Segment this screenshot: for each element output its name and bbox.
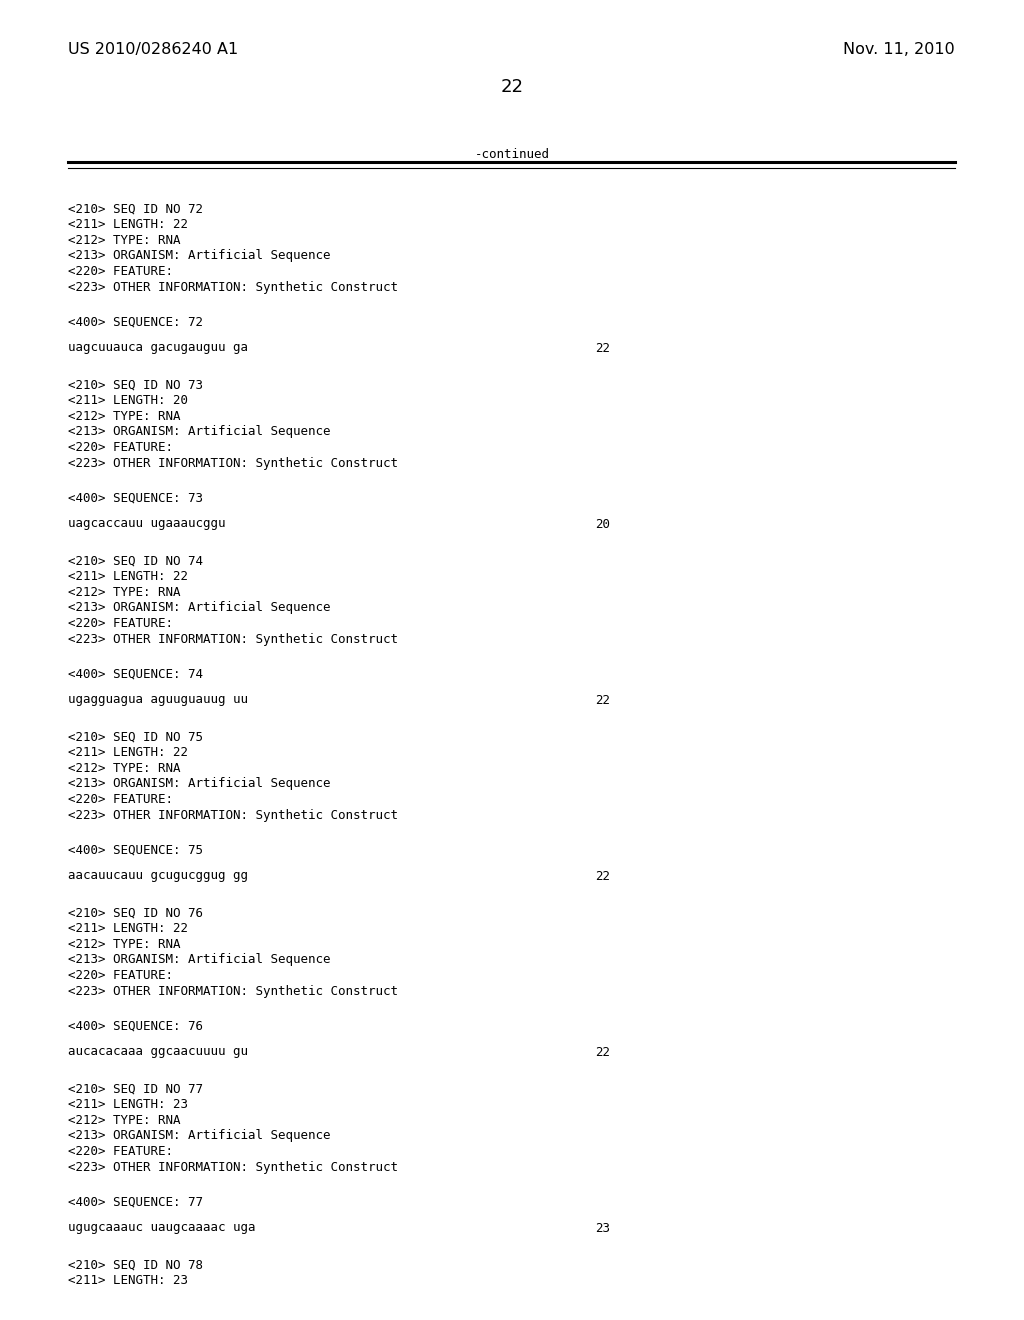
Text: <212> TYPE: RNA: <212> TYPE: RNA	[68, 1114, 180, 1127]
Text: <211> LENGTH: 20: <211> LENGTH: 20	[68, 395, 188, 408]
Text: uagcuuauca gacugauguu ga: uagcuuauca gacugauguu ga	[68, 342, 248, 355]
Text: <220> FEATURE:: <220> FEATURE:	[68, 969, 173, 982]
Text: <211> LENGTH: 22: <211> LENGTH: 22	[68, 923, 188, 936]
Text: <213> ORGANISM: Artificial Sequence: <213> ORGANISM: Artificial Sequence	[68, 602, 331, 615]
Text: <210> SEQ ID NO 77: <210> SEQ ID NO 77	[68, 1082, 203, 1096]
Text: <400> SEQUENCE: 72: <400> SEQUENCE: 72	[68, 315, 203, 329]
Text: <400> SEQUENCE: 74: <400> SEQUENCE: 74	[68, 668, 203, 681]
Text: <213> ORGANISM: Artificial Sequence: <213> ORGANISM: Artificial Sequence	[68, 425, 331, 438]
Text: -continued: -continued	[474, 148, 550, 161]
Text: <212> TYPE: RNA: <212> TYPE: RNA	[68, 234, 180, 247]
Text: <210> SEQ ID NO 78: <210> SEQ ID NO 78	[68, 1259, 203, 1272]
Text: <220> FEATURE:: <220> FEATURE:	[68, 616, 173, 630]
Text: 22: 22	[595, 870, 610, 883]
Text: <211> LENGTH: 23: <211> LENGTH: 23	[68, 1275, 188, 1287]
Text: <213> ORGANISM: Artificial Sequence: <213> ORGANISM: Artificial Sequence	[68, 953, 331, 966]
Text: <223> OTHER INFORMATION: Synthetic Construct: <223> OTHER INFORMATION: Synthetic Const…	[68, 808, 398, 821]
Text: <223> OTHER INFORMATION: Synthetic Construct: <223> OTHER INFORMATION: Synthetic Const…	[68, 1160, 398, 1173]
Text: aacauucauu gcugucggug gg: aacauucauu gcugucggug gg	[68, 870, 248, 883]
Text: <400> SEQUENCE: 76: <400> SEQUENCE: 76	[68, 1020, 203, 1034]
Text: <210> SEQ ID NO 73: <210> SEQ ID NO 73	[68, 379, 203, 392]
Text: <223> OTHER INFORMATION: Synthetic Construct: <223> OTHER INFORMATION: Synthetic Const…	[68, 281, 398, 293]
Text: 23: 23	[595, 1221, 610, 1234]
Text: <400> SEQUENCE: 77: <400> SEQUENCE: 77	[68, 1196, 203, 1209]
Text: <211> LENGTH: 23: <211> LENGTH: 23	[68, 1098, 188, 1111]
Text: <212> TYPE: RNA: <212> TYPE: RNA	[68, 939, 180, 950]
Text: aucacacaaa ggcaacuuuu gu: aucacacaaa ggcaacuuuu gu	[68, 1045, 248, 1059]
Text: ugugcaaauc uaugcaaaac uga: ugugcaaauc uaugcaaaac uga	[68, 1221, 256, 1234]
Text: <210> SEQ ID NO 74: <210> SEQ ID NO 74	[68, 554, 203, 568]
Text: <223> OTHER INFORMATION: Synthetic Construct: <223> OTHER INFORMATION: Synthetic Const…	[68, 632, 398, 645]
Text: <211> LENGTH: 22: <211> LENGTH: 22	[68, 570, 188, 583]
Text: <212> TYPE: RNA: <212> TYPE: RNA	[68, 762, 180, 775]
Text: <220> FEATURE:: <220> FEATURE:	[68, 1144, 173, 1158]
Text: <213> ORGANISM: Artificial Sequence: <213> ORGANISM: Artificial Sequence	[68, 249, 331, 263]
Text: <400> SEQUENCE: 75: <400> SEQUENCE: 75	[68, 843, 203, 857]
Text: 20: 20	[595, 517, 610, 531]
Text: <212> TYPE: RNA: <212> TYPE: RNA	[68, 586, 180, 599]
Text: Nov. 11, 2010: Nov. 11, 2010	[843, 42, 955, 57]
Text: <210> SEQ ID NO 75: <210> SEQ ID NO 75	[68, 731, 203, 744]
Text: <220> FEATURE:: <220> FEATURE:	[68, 265, 173, 279]
Text: <211> LENGTH: 22: <211> LENGTH: 22	[68, 219, 188, 231]
Text: <211> LENGTH: 22: <211> LENGTH: 22	[68, 747, 188, 759]
Text: <400> SEQUENCE: 73: <400> SEQUENCE: 73	[68, 492, 203, 506]
Text: 22: 22	[595, 693, 610, 706]
Text: <213> ORGANISM: Artificial Sequence: <213> ORGANISM: Artificial Sequence	[68, 777, 331, 791]
Text: <223> OTHER INFORMATION: Synthetic Construct: <223> OTHER INFORMATION: Synthetic Const…	[68, 985, 398, 998]
Text: <210> SEQ ID NO 76: <210> SEQ ID NO 76	[68, 907, 203, 920]
Text: 22: 22	[595, 1045, 610, 1059]
Text: <213> ORGANISM: Artificial Sequence: <213> ORGANISM: Artificial Sequence	[68, 1130, 331, 1143]
Text: <223> OTHER INFORMATION: Synthetic Construct: <223> OTHER INFORMATION: Synthetic Const…	[68, 457, 398, 470]
Text: ugagguagua aguuguauug uu: ugagguagua aguuguauug uu	[68, 693, 248, 706]
Text: <212> TYPE: RNA: <212> TYPE: RNA	[68, 411, 180, 422]
Text: <210> SEQ ID NO 72: <210> SEQ ID NO 72	[68, 203, 203, 216]
Text: uagcaccauu ugaaaucggu: uagcaccauu ugaaaucggu	[68, 517, 225, 531]
Text: 22: 22	[595, 342, 610, 355]
Text: <220> FEATURE:: <220> FEATURE:	[68, 793, 173, 807]
Text: <220> FEATURE:: <220> FEATURE:	[68, 441, 173, 454]
Text: US 2010/0286240 A1: US 2010/0286240 A1	[68, 42, 239, 57]
Text: 22: 22	[501, 78, 523, 96]
